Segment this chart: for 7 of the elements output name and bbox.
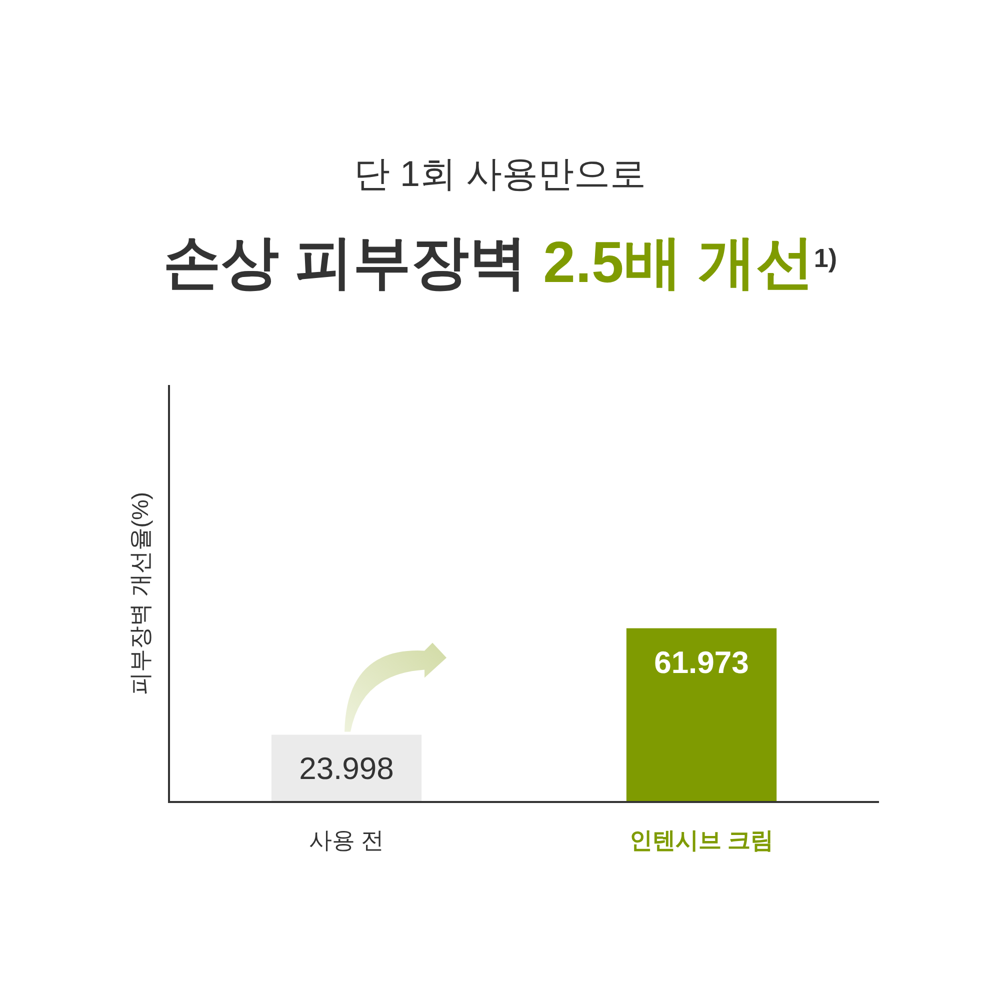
chart-title: 손상 피부장벽 2.5배 개선$^{1)}$ <box>162 230 838 295</box>
chart-subtitle: 단 1회 사용만으로 <box>354 153 646 194</box>
x-tick-label: 사용 전 <box>308 827 384 853</box>
x-tick-label: 인텐시브 크림 <box>629 827 774 853</box>
data-label: 61.973 <box>654 644 749 680</box>
y-axis-title: 피부장벽 개선율(%) <box>127 492 153 696</box>
data-label: 23.998 <box>299 751 394 786</box>
